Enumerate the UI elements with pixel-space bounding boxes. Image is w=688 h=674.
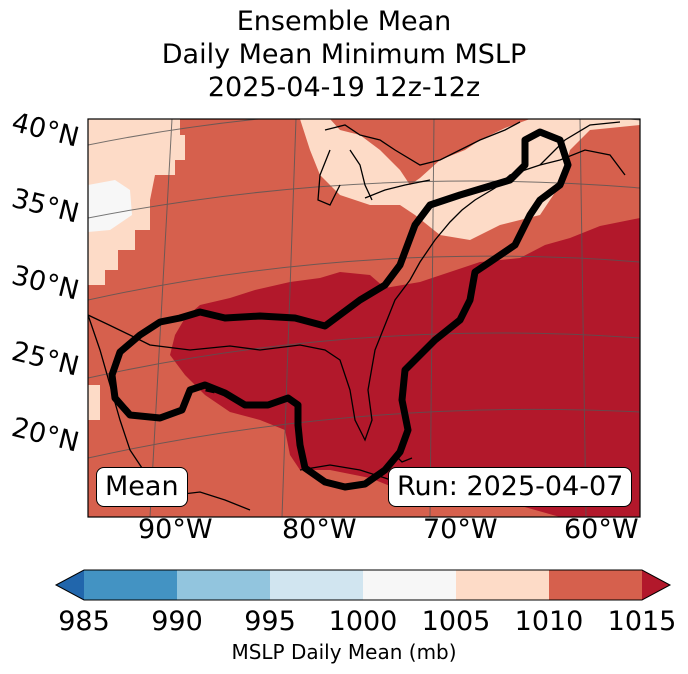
colorbar-bin-990-995 — [177, 570, 271, 600]
colorbar-tick-990: 990 — [151, 606, 203, 637]
title-line-2: Daily Mean Minimum MSLP — [161, 39, 527, 70]
colorbar-tick-995: 995 — [244, 606, 296, 637]
colorbar-bin-995-1000 — [270, 570, 364, 600]
colorbar-bin-985-990 — [84, 570, 178, 600]
colorbar-bin-1010-1015 — [549, 570, 643, 600]
colorbar-tick-1005: 1005 — [421, 606, 491, 637]
lon-label-60w: 60°W — [564, 514, 639, 545]
colorbar-tick-985: 985 — [58, 606, 110, 637]
colorbar-extend-high — [642, 570, 670, 600]
title-line-1: Ensemble Mean — [236, 6, 452, 37]
map-area — [88, 119, 640, 517]
colorbar-label: MSLP Daily Mean (mb) — [231, 640, 457, 664]
lon-label-80w: 80°W — [282, 514, 357, 545]
colorbar — [54, 569, 672, 601]
colorbar-extend-low — [56, 570, 84, 600]
colorbar-tick-1015: 1015 — [607, 606, 677, 637]
ensemble-contour — [108, 128, 572, 491]
field-1000-1005 — [88, 180, 132, 232]
title-line-3: 2025-04-19 12z-12z — [207, 72, 481, 103]
colorbar-tick-1000: 1000 — [328, 606, 398, 637]
colorbar-tick-1010: 1010 — [514, 606, 584, 637]
colorbar-bin-1005-1010 — [456, 570, 550, 600]
field-1005-1010-north — [88, 119, 185, 285]
colorbar-bin-1000-1005 — [363, 570, 457, 600]
colorbar-outline — [54, 569, 672, 601]
map-frame — [87, 118, 641, 518]
field-1005-1010-south — [88, 385, 100, 420]
mean-label-box: Mean — [96, 467, 188, 507]
lon-label-70w: 70°W — [423, 514, 498, 545]
run-date-box: Run: 2025-04-07 — [388, 467, 633, 507]
lon-label-90w: 90°W — [138, 514, 213, 545]
